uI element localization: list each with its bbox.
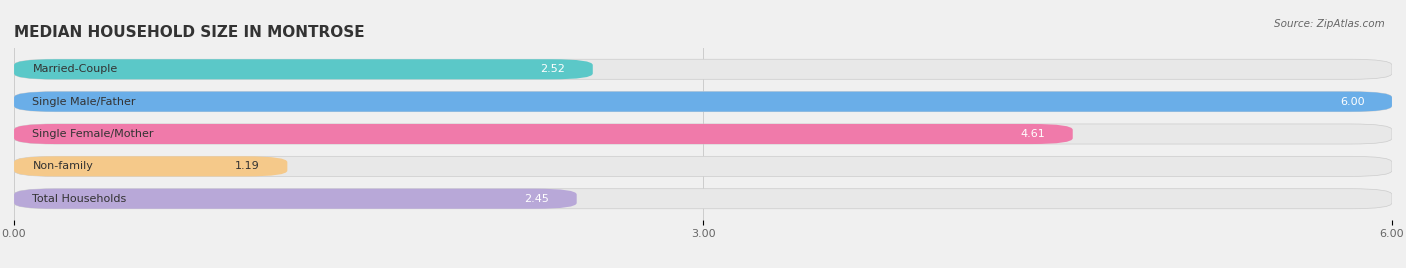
FancyBboxPatch shape — [14, 92, 1392, 112]
Text: 6.00: 6.00 — [1340, 97, 1364, 107]
Text: Source: ZipAtlas.com: Source: ZipAtlas.com — [1274, 19, 1385, 29]
FancyBboxPatch shape — [14, 124, 1392, 144]
FancyBboxPatch shape — [14, 156, 287, 176]
Text: 2.45: 2.45 — [524, 194, 550, 204]
FancyBboxPatch shape — [14, 124, 1073, 144]
Text: Non-family: Non-family — [32, 161, 93, 171]
Text: 2.52: 2.52 — [540, 64, 565, 74]
Text: 4.61: 4.61 — [1021, 129, 1045, 139]
FancyBboxPatch shape — [14, 59, 1392, 79]
FancyBboxPatch shape — [14, 59, 593, 79]
Text: Single Male/Father: Single Male/Father — [32, 97, 136, 107]
FancyBboxPatch shape — [14, 189, 576, 209]
Text: Married-Couple: Married-Couple — [32, 64, 118, 74]
FancyBboxPatch shape — [14, 189, 1392, 209]
FancyBboxPatch shape — [14, 156, 1392, 176]
FancyBboxPatch shape — [14, 92, 1392, 112]
Text: Total Households: Total Households — [32, 194, 127, 204]
Text: MEDIAN HOUSEHOLD SIZE IN MONTROSE: MEDIAN HOUSEHOLD SIZE IN MONTROSE — [14, 25, 364, 40]
Text: Single Female/Mother: Single Female/Mother — [32, 129, 153, 139]
Text: 1.19: 1.19 — [235, 161, 260, 171]
